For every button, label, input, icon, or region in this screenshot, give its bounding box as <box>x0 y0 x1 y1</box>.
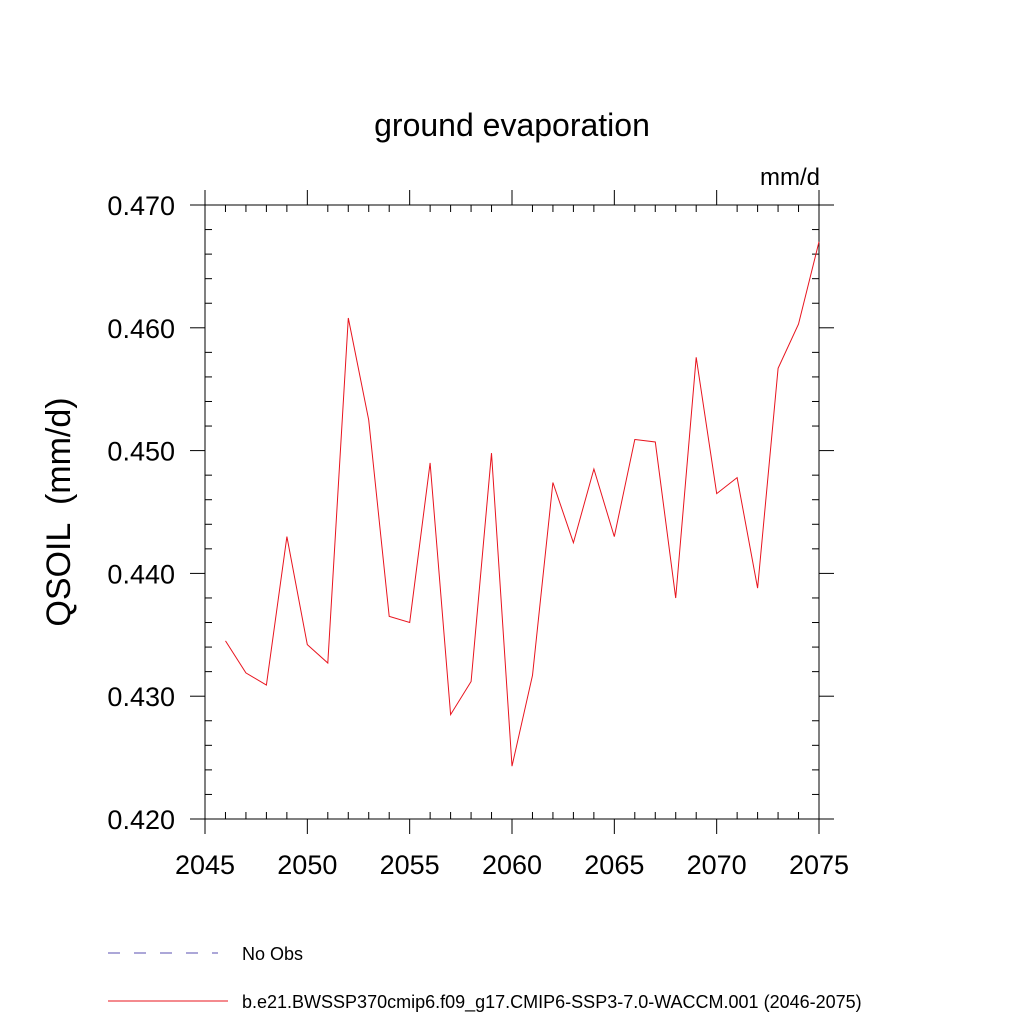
y-tick-label: 0.450 <box>107 437 175 467</box>
x-tick-label: 2065 <box>584 850 644 880</box>
x-tick-label: 2045 <box>175 850 235 880</box>
x-tick-label: 2055 <box>380 850 440 880</box>
y-tick-label: 0.470 <box>107 191 175 221</box>
y-tick-label: 0.420 <box>107 805 175 835</box>
y-tick-label: 0.430 <box>107 682 175 712</box>
axis-tick-labels: 2045 2050 2055 2060 2065 2070 2075 0.420 0.430 0.… <box>107 191 849 880</box>
series-line <box>225 241 820 767</box>
units-label: mm/d <box>760 164 820 191</box>
axis-ticks <box>190 190 834 834</box>
y-tick-label: 0.440 <box>107 559 175 589</box>
legend-label-model-run: b.e21.BWSSP370cmip6.f09_g17.CMIP6-SSP3-7… <box>242 992 862 1013</box>
y-tick-label: 0.460 <box>107 314 175 344</box>
x-tick-label: 2070 <box>687 850 747 880</box>
legend: No Obs b.e21.BWSSP370cmip6.f09_g17.CMIP6… <box>108 944 862 1013</box>
y-axis-label: QSOIL (mm/d) <box>40 397 78 626</box>
plot-frame <box>204 204 820 820</box>
legend-label-no-obs: No Obs <box>242 944 303 964</box>
chart-title: ground evaporation <box>374 107 650 143</box>
x-tick-label: 2060 <box>482 850 542 880</box>
x-tick-label: 2075 <box>789 850 849 880</box>
x-tick-label: 2050 <box>277 850 337 880</box>
series-layer <box>225 241 820 767</box>
